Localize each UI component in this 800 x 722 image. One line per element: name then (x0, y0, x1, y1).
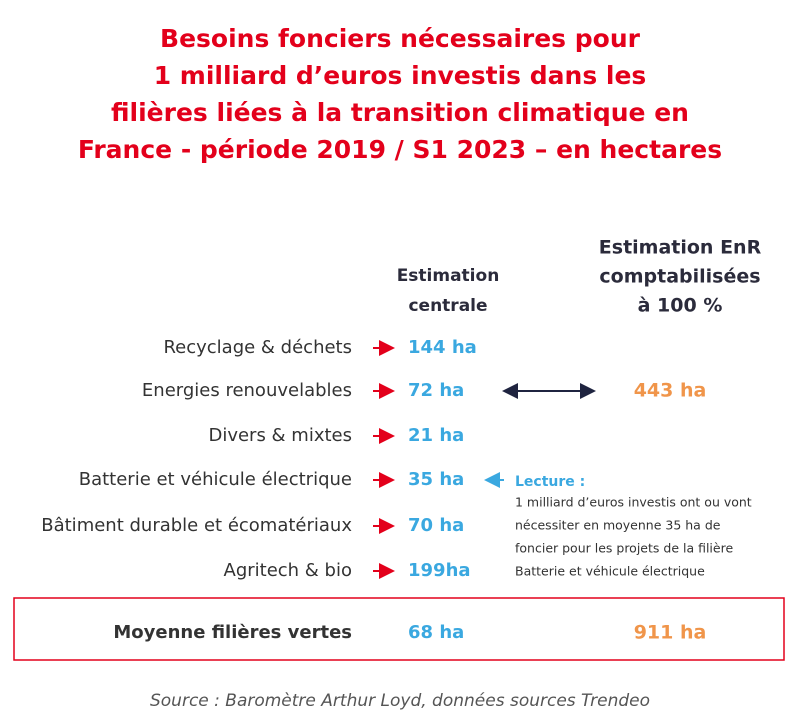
lecture-line: 1 milliard d’euros investis ont ou vont (515, 495, 752, 510)
enr-value: 443 ha (634, 380, 707, 402)
row-label: Agritech & bio (224, 560, 353, 581)
header-enr: Estimation EnR (599, 237, 762, 259)
title-line: filières liées à la transition climatiqu… (111, 98, 689, 127)
rows: Recyclage & déchets 144 ha Energies renouv… (41, 337, 477, 581)
row-value: 70 ha (408, 515, 464, 536)
title-line: 1 milliard d’euros investis dans les (154, 61, 647, 90)
row-value: 199ha (408, 560, 471, 581)
row-value: 72 ha (408, 380, 464, 401)
row-label: Recyclage & déchets (163, 337, 352, 358)
lecture-line: foncier pour les projets de la filière (515, 541, 733, 556)
header-enr: comptabilisées (599, 266, 760, 288)
lecture-title: Lecture : (515, 474, 585, 490)
row-label: Energies renouvelables (142, 380, 352, 401)
row-label: Batterie et véhicule électrique (79, 469, 352, 490)
title-line: Besoins fonciers nécessaires pour (160, 24, 641, 53)
row-value: 144 ha (408, 337, 477, 358)
title: Besoins fonciers nécessaires pour 1 milli… (78, 24, 722, 164)
row-label: Divers & mixtes (208, 425, 352, 446)
header-enr: à 100 % (638, 295, 723, 317)
lecture-line: Batterie et véhicule électrique (515, 564, 705, 579)
row-value: 35 ha (408, 469, 464, 490)
header-central: centrale (408, 296, 487, 316)
source: Source : Baromètre Arthur Loyd, données … (150, 691, 650, 711)
lecture-line: nécessiter en moyenne 35 ha de (515, 518, 721, 533)
average-label: Moyenne filières vertes (113, 622, 352, 643)
average-box (13, 597, 785, 661)
row-value: 21 ha (408, 425, 464, 446)
header-central: Estimation (397, 266, 500, 286)
average-value: 68 ha (408, 622, 464, 643)
average-enr: 911 ha (634, 622, 707, 644)
lecture-text: 1 milliard d’euros investis ont ou vont n… (515, 495, 752, 579)
title-line: France - période 2019 / S1 2023 – en hec… (78, 135, 722, 164)
row-label: Bâtiment durable et écomatériaux (41, 515, 352, 536)
